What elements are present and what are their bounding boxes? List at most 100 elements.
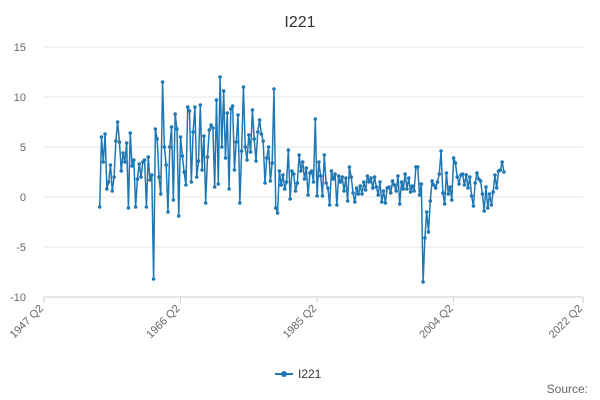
data-point[interactable] <box>171 198 176 202</box>
data-point[interactable] <box>396 174 400 178</box>
data-point[interactable] <box>270 161 274 165</box>
data-point[interactable] <box>227 187 231 191</box>
data-point[interactable] <box>484 185 488 189</box>
data-point[interactable] <box>212 185 217 189</box>
data-point[interactable] <box>239 149 244 153</box>
data-point[interactable] <box>198 103 203 107</box>
legend[interactable]: I221 <box>275 367 322 381</box>
data-point[interactable] <box>167 145 172 149</box>
data-point[interactable] <box>144 205 149 209</box>
data-point[interactable] <box>331 177 336 181</box>
data-point[interactable] <box>363 188 368 192</box>
data-point[interactable] <box>433 186 438 190</box>
data-point[interactable] <box>327 203 332 207</box>
data-point[interactable] <box>494 186 499 190</box>
data-point[interactable] <box>356 192 361 196</box>
data-point[interactable] <box>297 153 301 157</box>
data-point[interactable] <box>412 189 416 193</box>
data-point[interactable] <box>185 105 190 109</box>
data-point[interactable] <box>137 162 142 166</box>
data-point[interactable] <box>464 173 469 177</box>
data-point[interactable] <box>335 203 339 207</box>
data-point[interactable] <box>211 126 215 130</box>
data-point[interactable] <box>306 193 310 197</box>
data-point[interactable] <box>243 145 248 149</box>
data-point[interactable] <box>397 202 402 206</box>
data-point[interactable] <box>175 127 179 131</box>
data-point[interactable] <box>97 205 102 209</box>
data-point[interactable] <box>432 183 436 187</box>
data-point[interactable] <box>473 181 478 185</box>
data-point[interactable] <box>196 159 201 163</box>
data-point[interactable] <box>282 187 287 191</box>
data-point[interactable] <box>229 107 233 111</box>
data-point[interactable] <box>322 153 327 157</box>
data-point[interactable] <box>241 85 246 89</box>
data-point[interactable] <box>250 108 255 112</box>
data-point[interactable] <box>406 176 411 180</box>
data-point[interactable] <box>103 132 107 136</box>
data-point[interactable] <box>178 135 183 139</box>
data-point[interactable] <box>487 192 492 196</box>
data-point[interactable] <box>254 159 258 163</box>
data-point[interactable] <box>166 210 170 214</box>
data-point[interactable] <box>284 180 289 184</box>
data-point[interactable] <box>157 175 161 179</box>
data-point[interactable] <box>273 206 278 210</box>
data-point[interactable] <box>281 173 285 177</box>
data-point[interactable] <box>150 173 154 177</box>
data-point[interactable] <box>351 191 355 195</box>
data-point[interactable] <box>114 139 118 143</box>
data-point[interactable] <box>142 158 147 162</box>
data-point[interactable] <box>372 175 377 179</box>
data-point[interactable] <box>353 200 357 204</box>
data-point[interactable] <box>451 156 456 160</box>
data-point[interactable] <box>342 189 346 193</box>
data-point[interactable] <box>349 175 354 179</box>
data-point[interactable] <box>221 89 226 93</box>
data-point[interactable] <box>205 155 210 159</box>
data-point[interactable] <box>304 166 309 170</box>
data-point[interactable] <box>338 180 343 184</box>
data-point[interactable] <box>455 175 460 179</box>
data-point[interactable] <box>354 186 359 190</box>
data-point[interactable] <box>108 163 113 167</box>
data-point[interactable] <box>448 185 452 189</box>
data-point[interactable] <box>345 199 350 203</box>
data-point[interactable] <box>302 177 307 181</box>
data-point[interactable] <box>207 128 212 132</box>
data-point[interactable] <box>216 182 221 186</box>
data-point[interactable] <box>326 186 330 190</box>
data-point[interactable] <box>362 180 366 184</box>
data-point[interactable] <box>462 183 467 187</box>
data-point[interactable] <box>277 169 282 173</box>
data-point[interactable] <box>320 194 325 198</box>
data-point[interactable] <box>318 174 323 178</box>
data-point[interactable] <box>106 180 111 184</box>
data-point[interactable] <box>182 170 186 174</box>
data-point[interactable] <box>110 189 115 193</box>
data-point[interactable] <box>214 98 219 102</box>
data-point[interactable] <box>117 140 122 144</box>
data-point[interactable] <box>466 186 470 190</box>
data-point[interactable] <box>193 105 197 109</box>
data-point[interactable] <box>408 190 413 194</box>
data-point[interactable] <box>419 182 424 186</box>
data-point[interactable] <box>133 205 138 209</box>
data-point[interactable] <box>381 189 386 193</box>
data-point[interactable] <box>444 171 449 175</box>
data-point[interactable] <box>365 174 370 178</box>
data-point[interactable] <box>153 127 158 131</box>
data-point[interactable] <box>200 168 204 172</box>
data-point[interactable] <box>457 182 461 186</box>
data-point[interactable] <box>311 180 316 184</box>
data-point[interactable] <box>376 193 380 197</box>
data-point[interactable] <box>99 135 104 139</box>
data-point[interactable] <box>493 173 497 177</box>
data-point[interactable] <box>162 145 167 149</box>
data-point[interactable] <box>489 203 494 207</box>
data-point[interactable] <box>388 191 393 195</box>
data-point[interactable] <box>148 178 152 182</box>
data-point[interactable] <box>428 199 433 203</box>
data-point[interactable] <box>225 111 230 115</box>
